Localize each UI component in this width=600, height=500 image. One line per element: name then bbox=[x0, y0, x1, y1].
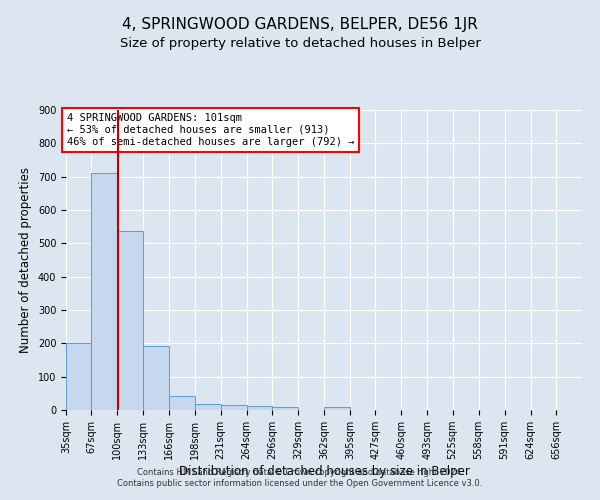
Bar bbox=[247, 406, 272, 410]
Text: 4, SPRINGWOOD GARDENS, BELPER, DE56 1JR: 4, SPRINGWOOD GARDENS, BELPER, DE56 1JR bbox=[122, 18, 478, 32]
Bar bbox=[143, 346, 169, 410]
Text: Size of property relative to detached houses in Belper: Size of property relative to detached ho… bbox=[119, 38, 481, 51]
Bar bbox=[117, 232, 143, 410]
Bar bbox=[91, 173, 117, 410]
Bar bbox=[221, 405, 247, 410]
Bar bbox=[66, 342, 91, 410]
Bar bbox=[169, 396, 194, 410]
Text: 4 SPRINGWOOD GARDENS: 101sqm
← 53% of detached houses are smaller (913)
46% of s: 4 SPRINGWOOD GARDENS: 101sqm ← 53% of de… bbox=[67, 114, 354, 146]
Text: Contains HM Land Registry data © Crown copyright and database right 2024.
Contai: Contains HM Land Registry data © Crown c… bbox=[118, 468, 482, 487]
X-axis label: Distribution of detached houses by size in Belper: Distribution of detached houses by size … bbox=[179, 465, 469, 478]
Y-axis label: Number of detached properties: Number of detached properties bbox=[19, 167, 32, 353]
Bar bbox=[272, 406, 298, 410]
Bar bbox=[194, 404, 221, 410]
Bar bbox=[324, 407, 350, 410]
